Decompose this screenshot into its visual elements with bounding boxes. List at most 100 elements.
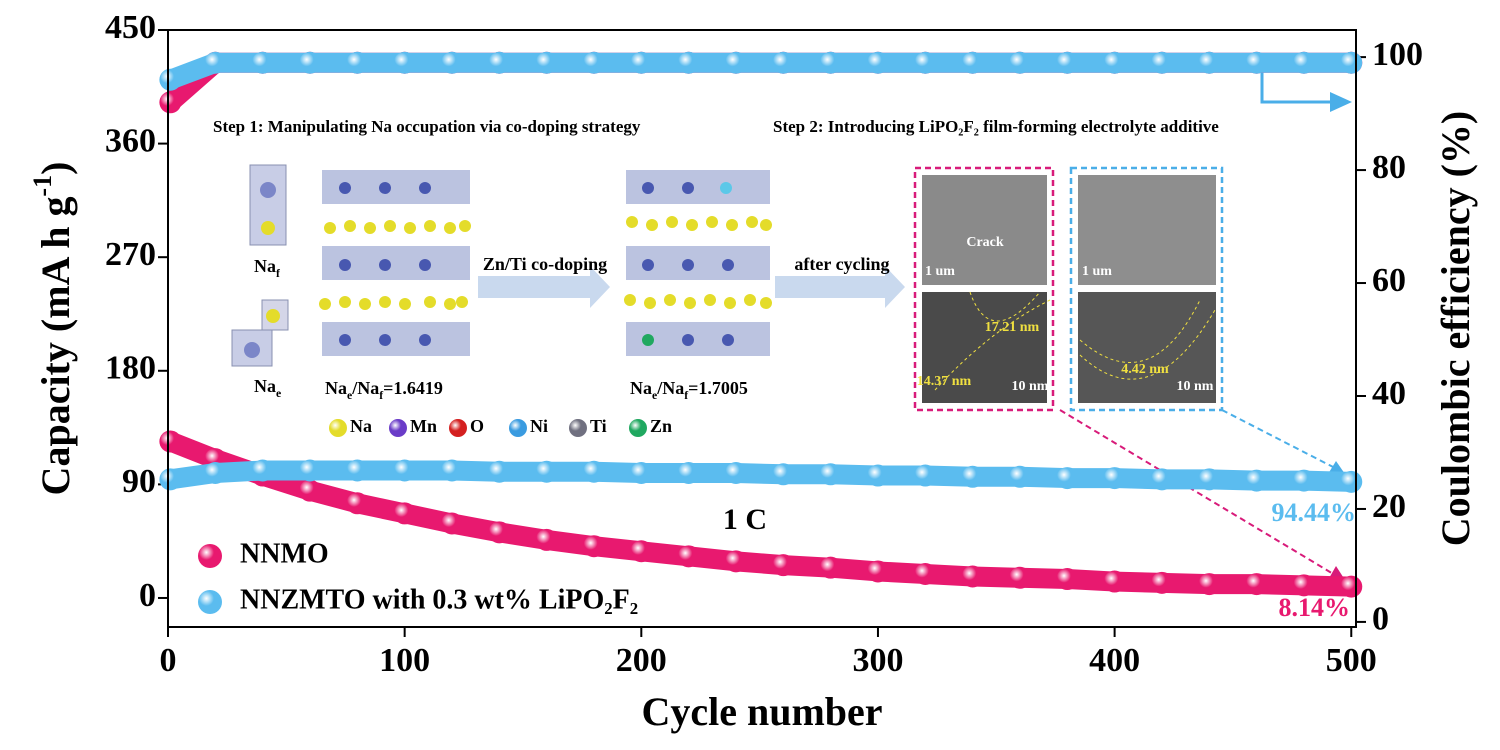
step-2: Step 2: Introducing LiPO₂F₂ film-forming… (773, 117, 1219, 136)
text-part: f (276, 267, 280, 280)
annotation: 1 C (723, 503, 767, 536)
structure-2 (624, 170, 772, 356)
connector (1221, 409, 1336, 469)
thickness-label: 14.37 nm (917, 374, 972, 389)
point (866, 464, 889, 487)
point (1103, 51, 1126, 74)
point (1245, 573, 1268, 596)
text-part: f (379, 389, 383, 402)
point (724, 462, 747, 485)
element-label: Ti (590, 416, 607, 436)
y-tick-label: 180 (105, 350, 156, 387)
element-swatch (449, 419, 467, 437)
point (772, 51, 795, 74)
crack-label: Crack (966, 235, 1004, 250)
na-f: Naf (254, 256, 280, 280)
point (914, 51, 937, 74)
arrow (478, 266, 610, 308)
point (677, 462, 700, 485)
point (866, 51, 889, 74)
na-e: Nae (254, 376, 281, 400)
point (159, 468, 182, 491)
x-tick-label: 0 (160, 642, 177, 679)
point (159, 430, 182, 453)
point (1150, 571, 1173, 594)
sem-image (922, 175, 1047, 285)
point (159, 68, 182, 91)
point (1103, 467, 1126, 490)
point (298, 459, 321, 482)
point (488, 521, 511, 544)
point (1292, 469, 1315, 492)
point (961, 465, 984, 488)
panel-frame (1069, 166, 1224, 412)
point (1198, 468, 1221, 491)
point (535, 528, 558, 551)
thickness-label: 17.21 nm (985, 320, 1040, 335)
point (1198, 51, 1221, 74)
point (1056, 51, 1079, 74)
atom (261, 221, 275, 235)
point (535, 51, 558, 74)
structure-1 (319, 170, 471, 356)
text-part: Capacity (mA h g (33, 197, 78, 496)
y-axis-title: Capacity (mA h g-1) (28, 162, 78, 496)
point (914, 562, 937, 585)
scale-label: 1 um (925, 264, 955, 279)
point (724, 51, 747, 74)
text-part: e (347, 389, 352, 402)
text-part: =1.7005 (688, 378, 748, 398)
point (630, 51, 653, 74)
element-swatch (509, 419, 527, 437)
text-part: ) (33, 162, 78, 175)
step-1: Step 1: Manipulating Na occupation via c… (213, 117, 641, 136)
scale-label: 10 nm (1012, 379, 1049, 394)
point (204, 462, 227, 485)
legend-swatch (198, 590, 222, 614)
annotation: 8.14% (1279, 593, 1351, 622)
x-tick-label: 200 (616, 642, 667, 679)
y2-axis-title: Coulombic efficiency (%) (1433, 111, 1478, 546)
point (1150, 51, 1173, 74)
x-tick-label: 400 (1089, 642, 1140, 679)
element-swatch (569, 419, 587, 437)
text-part: Na (630, 378, 652, 398)
point (677, 51, 700, 74)
point (298, 51, 321, 74)
text-part: e (652, 389, 657, 402)
y2-tick-label: 60 (1372, 262, 1406, 299)
point (1056, 467, 1079, 490)
element-legend: Na Mn O Ni Ti Zn (329, 416, 672, 437)
point (1340, 51, 1363, 74)
point (582, 535, 605, 558)
point (1008, 566, 1031, 589)
point (1103, 570, 1126, 593)
point (204, 51, 227, 74)
arrow-1-label: Zn/Ti co-doping (483, 254, 607, 274)
legend-label: NNMO (240, 538, 329, 569)
tem-image (1078, 292, 1216, 403)
point (1008, 51, 1031, 74)
point (1292, 51, 1315, 74)
point (251, 51, 274, 74)
point (393, 502, 416, 525)
y2-tick-label: 40 (1372, 375, 1406, 412)
y-tick-label: 360 (105, 122, 156, 159)
point (298, 479, 321, 502)
point (393, 459, 416, 482)
scale-label: 1 um (1082, 264, 1112, 279)
point (251, 459, 274, 482)
y2-tick-label: 20 (1372, 488, 1406, 525)
point (1245, 51, 1268, 74)
x-tick-label: 500 (1326, 642, 1377, 679)
x-axis-title: Cycle number (641, 689, 882, 734)
ratio-1: Nae/Naf=1.6419 (325, 378, 443, 402)
text-part: /Na (351, 378, 379, 398)
point (582, 460, 605, 483)
y-tick-label: 450 (105, 9, 156, 46)
point (819, 556, 842, 579)
y-tick-label: 270 (105, 236, 156, 273)
boundary (934, 291, 1051, 391)
point (488, 51, 511, 74)
point (1150, 468, 1173, 491)
